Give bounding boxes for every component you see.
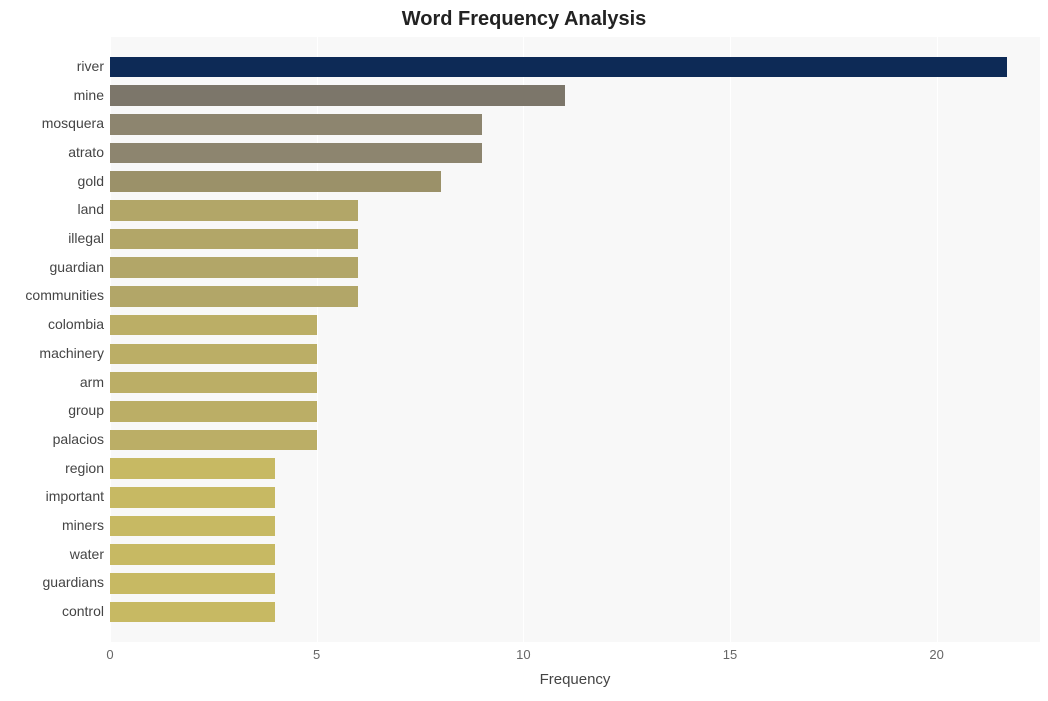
bar bbox=[110, 57, 1007, 78]
x-tick-label: 5 bbox=[313, 647, 320, 662]
y-axis-label: machinery bbox=[0, 345, 104, 361]
y-axis-label: guardians bbox=[0, 574, 104, 590]
bar bbox=[110, 430, 317, 451]
y-axis-label: communities bbox=[0, 287, 104, 303]
gridline bbox=[937, 37, 938, 642]
y-axis-label: colombia bbox=[0, 316, 104, 332]
bar bbox=[110, 315, 317, 336]
x-tick-label: 20 bbox=[929, 647, 943, 662]
bar bbox=[110, 229, 358, 250]
gridline bbox=[730, 37, 731, 642]
y-axis-label: water bbox=[0, 546, 104, 562]
y-axis-label: control bbox=[0, 603, 104, 619]
y-axis-label: land bbox=[0, 201, 104, 217]
gridline bbox=[523, 37, 524, 642]
bar bbox=[110, 200, 358, 221]
y-axis-label: group bbox=[0, 402, 104, 418]
y-axis-label: region bbox=[0, 460, 104, 476]
bar bbox=[110, 487, 275, 508]
bar bbox=[110, 516, 275, 537]
y-axis-label: gold bbox=[0, 173, 104, 189]
bar bbox=[110, 114, 482, 135]
y-axis-label: arm bbox=[0, 374, 104, 390]
bar bbox=[110, 544, 275, 565]
x-tick-label: 0 bbox=[106, 647, 113, 662]
bar bbox=[110, 573, 275, 594]
bar bbox=[110, 458, 275, 479]
y-axis-label: miners bbox=[0, 517, 104, 533]
bar bbox=[110, 286, 358, 307]
x-axis-label-text: Frequency bbox=[540, 671, 611, 688]
y-axis-label: guardian bbox=[0, 259, 104, 275]
plot-area bbox=[110, 37, 1040, 642]
bar bbox=[110, 257, 358, 278]
y-axis-label: atrato bbox=[0, 144, 104, 160]
bar bbox=[110, 372, 317, 393]
y-axis-label: important bbox=[0, 488, 104, 504]
y-axis-label: river bbox=[0, 58, 104, 74]
chart-container: Word Frequency Analysis Frequency river m… bbox=[0, 0, 1048, 701]
bar bbox=[110, 85, 565, 106]
y-axis-label: palacios bbox=[0, 431, 104, 447]
x-tick-label: 10 bbox=[516, 647, 530, 662]
bar bbox=[110, 401, 317, 422]
y-axis-label: illegal bbox=[0, 230, 104, 246]
y-axis-label: mosquera bbox=[0, 115, 104, 131]
chart-title: Word Frequency Analysis bbox=[0, 8, 1048, 31]
y-axis-label: mine bbox=[0, 87, 104, 103]
bar bbox=[110, 171, 441, 192]
bar bbox=[110, 143, 482, 164]
x-tick-label: 15 bbox=[723, 647, 737, 662]
bar bbox=[110, 602, 275, 623]
bar bbox=[110, 344, 317, 365]
